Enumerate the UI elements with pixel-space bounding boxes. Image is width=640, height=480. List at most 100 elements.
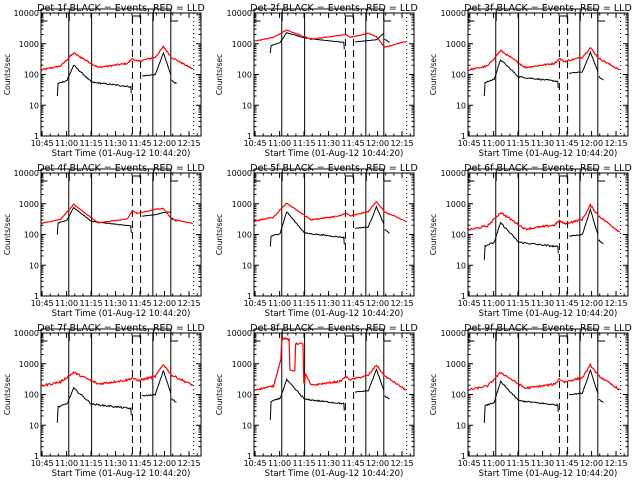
x-tick-label: 11:15 — [507, 139, 530, 148]
interval-bracket — [383, 329, 392, 342]
panel-det-2: Det 2f BLACK = Events, RED = LLDCounts/s… — [215, 3, 418, 159]
x-tick-label: 12:15 — [178, 139, 201, 148]
y-tick-label: 1 — [461, 452, 466, 461]
interval-bracket — [170, 169, 179, 182]
panel-det-7: Det 7f BLACK = Events, RED = LLDCounts/s… — [3, 323, 205, 479]
y-tick-label: 1000 — [19, 360, 39, 369]
y-axis-label: Counts/sec — [3, 54, 12, 95]
x-tick-label: 11:45 — [342, 139, 365, 148]
interval-bracket-dashed — [558, 335, 569, 342]
x-tick-label: 11:30 — [531, 139, 554, 148]
interval-bracket-dashed — [344, 175, 355, 182]
x-axis-label: Start Time (01-Aug-12 10:44:20) — [52, 469, 191, 479]
plot-frame — [40, 332, 202, 457]
y-tick-label: 10000 — [441, 9, 466, 18]
series-lld-line — [254, 200, 407, 223]
y-axis-label: Counts/sec — [3, 214, 12, 255]
x-tick-label: 11:30 — [531, 459, 554, 468]
y-tick-label: 1000 — [19, 40, 39, 49]
interval-bracket — [383, 169, 392, 182]
x-tick-label: 10:45 — [458, 139, 481, 148]
x-tick-label: 11:45 — [556, 139, 579, 148]
y-axis-label: Counts/sec — [429, 54, 438, 95]
x-tick-label: 11:15 — [80, 299, 103, 308]
x-tick-label: 10:45 — [31, 299, 54, 308]
x-tick-label: 12:15 — [178, 459, 201, 468]
interval-bracket — [597, 329, 606, 342]
x-tick-label: 10:45 — [31, 139, 54, 148]
x-tick-label: 11:15 — [293, 299, 316, 308]
y-tick-label: 10000 — [14, 169, 39, 178]
y-tick-label: 1000 — [446, 40, 466, 49]
x-tick-label: 12:00 — [366, 459, 389, 468]
series-events-line — [269, 205, 390, 247]
interval-bracket — [383, 9, 392, 22]
interval-bracket-dashed — [558, 175, 569, 182]
x-tick-label: 11:15 — [293, 459, 316, 468]
plot-frame — [253, 172, 415, 297]
x-tick-label: 11:00 — [55, 459, 78, 468]
x-tick-label: 10:45 — [244, 139, 267, 148]
x-tick-label: 12:15 — [391, 139, 414, 148]
y-tick-label: 1000 — [446, 360, 466, 369]
series-events-line — [56, 51, 177, 97]
x-tick-label: 12:15 — [391, 299, 414, 308]
x-tick-label: 11:30 — [317, 139, 340, 148]
x-tick-label: 11:30 — [104, 459, 127, 468]
x-axis-label: Start Time (01-Aug-12 10:44:20) — [52, 149, 191, 159]
plot-frame — [467, 172, 629, 297]
y-tick-label: 1 — [247, 452, 252, 461]
x-tick-label: 11:45 — [342, 299, 365, 308]
y-tick-label: 100 — [451, 71, 466, 80]
series-lld-line — [41, 203, 193, 225]
y-tick-label: 1000 — [446, 200, 466, 209]
series-lld-line — [41, 364, 194, 387]
x-axis-label: Start Time (01-Aug-12 10:44:20) — [265, 149, 404, 159]
y-tick-label: 10000 — [227, 169, 252, 178]
y-tick-label: 1 — [34, 132, 39, 141]
y-tick-label: 10000 — [227, 9, 252, 18]
x-tick-label: 11:00 — [482, 299, 505, 308]
y-tick-label: 10000 — [441, 169, 466, 178]
plot-frame — [467, 12, 629, 137]
y-tick-label: 1000 — [232, 40, 252, 49]
y-tick-label: 10 — [456, 261, 466, 270]
interval-bracket-dashed — [344, 15, 355, 22]
x-tick-label: 11:45 — [556, 299, 579, 308]
x-tick-label: 11:30 — [317, 299, 340, 308]
x-tick-label: 12:00 — [580, 299, 603, 308]
x-tick-label: 11:00 — [55, 299, 78, 308]
x-tick-label: 10:45 — [458, 459, 481, 468]
interval-bracket-dashed — [131, 175, 142, 182]
y-tick-label: 10000 — [227, 329, 252, 338]
x-tick-label: 11:00 — [55, 139, 78, 148]
x-tick-label: 11:45 — [129, 139, 152, 148]
x-tick-label: 11:15 — [80, 459, 103, 468]
x-tick-label: 10:45 — [458, 299, 481, 308]
x-tick-label: 12:15 — [605, 459, 628, 468]
series-events-line — [269, 367, 390, 420]
x-tick-label: 12:00 — [580, 139, 603, 148]
interval-bracket-dashed — [344, 335, 355, 342]
x-tick-label: 11:45 — [129, 459, 152, 468]
y-tick-label: 1 — [461, 292, 466, 301]
y-tick-label: 1 — [247, 132, 252, 141]
y-tick-label: 1 — [34, 292, 39, 301]
panel-det-1: Det 1f BLACK = Events, RED = LLDCounts/s… — [3, 3, 205, 159]
x-tick-label: 11:30 — [104, 299, 127, 308]
plot-frame — [467, 332, 629, 457]
interval-bracket-dashed — [558, 15, 569, 22]
panel-det-4: Det 4f BLACK = Events, RED = LLDCounts/s… — [3, 163, 205, 319]
y-tick-label: 100 — [24, 391, 39, 400]
x-tick-label: 11:15 — [507, 459, 530, 468]
x-axis-label: Start Time (01-Aug-12 10:44:20) — [479, 469, 618, 479]
y-tick-label: 100 — [451, 391, 466, 400]
x-tick-label: 12:00 — [153, 459, 176, 468]
x-axis-label: Start Time (01-Aug-12 10:44:20) — [52, 309, 191, 319]
x-tick-label: 11:30 — [317, 459, 340, 468]
interval-bracket-dashed — [131, 15, 142, 22]
series-lld-line — [254, 336, 406, 391]
series-lld-line — [41, 45, 193, 71]
y-tick-label: 1 — [34, 452, 39, 461]
